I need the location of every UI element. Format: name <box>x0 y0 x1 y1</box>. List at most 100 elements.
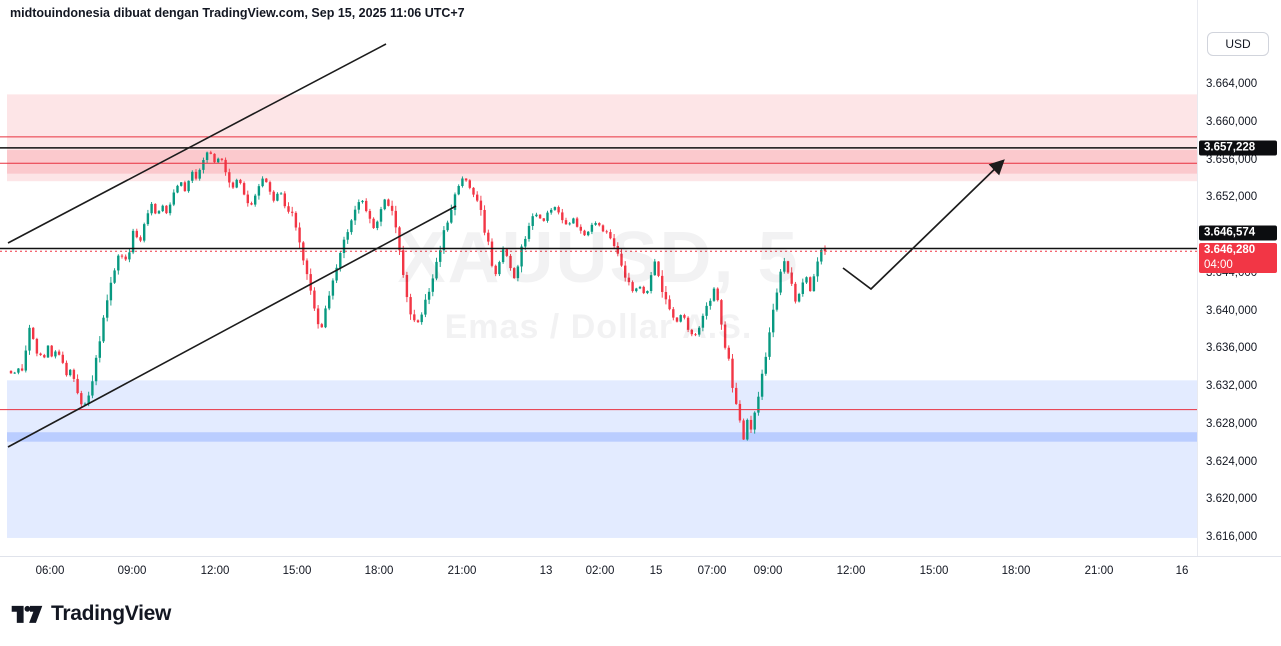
candle-down <box>213 153 216 163</box>
candle-up <box>439 250 442 262</box>
candle-up <box>679 315 682 322</box>
tradingview-logo[interactable]: TradingView <box>10 599 171 628</box>
candle-down <box>561 212 564 221</box>
supply-demand-zones-layer[interactable] <box>7 94 1197 538</box>
candle-up <box>757 396 760 413</box>
candle-up <box>205 152 209 161</box>
price-axis-label: 3.656,000 <box>1206 153 1258 166</box>
level-price-badge-upper: 3.657,228 <box>1199 140 1277 156</box>
supply-zone-inner[interactable] <box>7 150 1197 174</box>
candle-down <box>605 231 608 233</box>
bullish-projection-arrow[interactable] <box>842 159 1005 291</box>
chart-canvas[interactable] <box>0 0 1197 556</box>
candle-up <box>361 200 364 203</box>
candle-up <box>324 308 327 328</box>
candle-up <box>453 194 457 210</box>
candle-up <box>131 230 135 253</box>
candle-down <box>57 351 61 355</box>
candle-up <box>805 277 808 283</box>
candle-up <box>113 270 116 283</box>
candle-up <box>198 169 201 179</box>
price-axis-label: 3.620,000 <box>1206 493 1258 506</box>
candle-down <box>368 211 372 219</box>
candle-up <box>128 252 131 260</box>
time-axis-label: 15:00 <box>282 565 312 577</box>
candle-up <box>202 160 205 170</box>
candle-up <box>235 179 238 188</box>
candle-down <box>283 193 286 207</box>
candle-up <box>779 271 782 293</box>
candle-down <box>686 317 690 330</box>
candle-up <box>797 293 801 302</box>
candle-down <box>476 194 479 201</box>
candle-up <box>649 275 653 291</box>
candle-up <box>635 288 638 292</box>
candle-up <box>24 350 27 371</box>
candle-up <box>535 214 538 217</box>
time-axis[interactable]: 06:00 09:00 12:00 15:00 18:00 21:00 13 02:00 15 0… <box>0 556 1281 591</box>
candles-layer <box>9 150 827 441</box>
candle-down <box>72 369 76 379</box>
candle-down <box>228 172 231 183</box>
candle-down <box>642 286 645 294</box>
candle-up <box>546 212 549 221</box>
candle-down <box>250 203 253 205</box>
candle-down <box>542 218 545 221</box>
candle-down <box>394 210 397 228</box>
time-axis-label: 16 <box>1175 565 1189 577</box>
candle-up <box>353 209 357 221</box>
candle-down <box>675 317 679 322</box>
demand-zone-outer[interactable] <box>7 380 1197 538</box>
candle-down <box>494 265 497 275</box>
candle-down <box>372 218 375 229</box>
candle-up <box>28 327 31 351</box>
candle-down <box>272 191 275 201</box>
candle-down <box>601 225 605 232</box>
attribution-text: midtouindonesia dibuat dengan TradingVie… <box>10 6 465 20</box>
price-axis-label: 3.664,000 <box>1206 78 1258 90</box>
candle-down <box>313 290 316 309</box>
candle-down <box>9 370 13 374</box>
candle-up <box>176 185 179 193</box>
currency-toggle-button[interactable]: USD <box>1207 32 1269 56</box>
last-price-badge: 3.646,280 04:00 <box>1199 243 1277 273</box>
candle-up <box>461 178 464 187</box>
time-axis-label: 15 <box>649 565 663 577</box>
candle-up <box>424 299 427 315</box>
projection-arrow[interactable] <box>842 159 1005 291</box>
candle-down <box>742 420 745 440</box>
candle-up <box>520 246 523 267</box>
candle-up <box>331 280 335 296</box>
upper-channel-trendline[interactable] <box>7 43 387 244</box>
candle-up <box>87 395 90 404</box>
candle-down <box>287 206 290 212</box>
candle-down <box>557 207 560 213</box>
candle-down <box>80 393 83 405</box>
candle-up <box>328 295 331 309</box>
candle-up <box>550 209 553 213</box>
candle-down <box>43 355 46 358</box>
price-axis[interactable]: USD 3.664,000 3.660,000 3.656,000 3.652,000… <box>1197 0 1281 556</box>
candle-up <box>524 238 527 247</box>
candle-up <box>783 261 786 272</box>
candle-down <box>209 152 212 154</box>
candle-up <box>531 216 534 226</box>
candle-up <box>346 232 349 240</box>
demand-zone-inner[interactable] <box>7 432 1197 442</box>
time-axis-label: 21:00 <box>447 565 477 577</box>
candle-up <box>420 314 423 323</box>
candle-down <box>716 288 719 301</box>
candle-up <box>712 288 716 301</box>
candle-down <box>579 226 582 231</box>
candle-up <box>801 282 804 294</box>
price-axis-label: 3.628,000 <box>1206 417 1258 430</box>
candle-down <box>509 255 512 269</box>
candle-down <box>583 230 586 236</box>
lower-channel-trendline[interactable] <box>7 205 457 448</box>
trendlines-layer[interactable] <box>7 43 457 448</box>
candle-down <box>809 277 812 292</box>
chart-pane[interactable]: XAUUSD, 5 Emas / Dollar A.S. <box>0 0 1197 556</box>
candle-up <box>812 276 816 292</box>
candle-up <box>760 373 764 397</box>
candle-down <box>239 179 242 184</box>
